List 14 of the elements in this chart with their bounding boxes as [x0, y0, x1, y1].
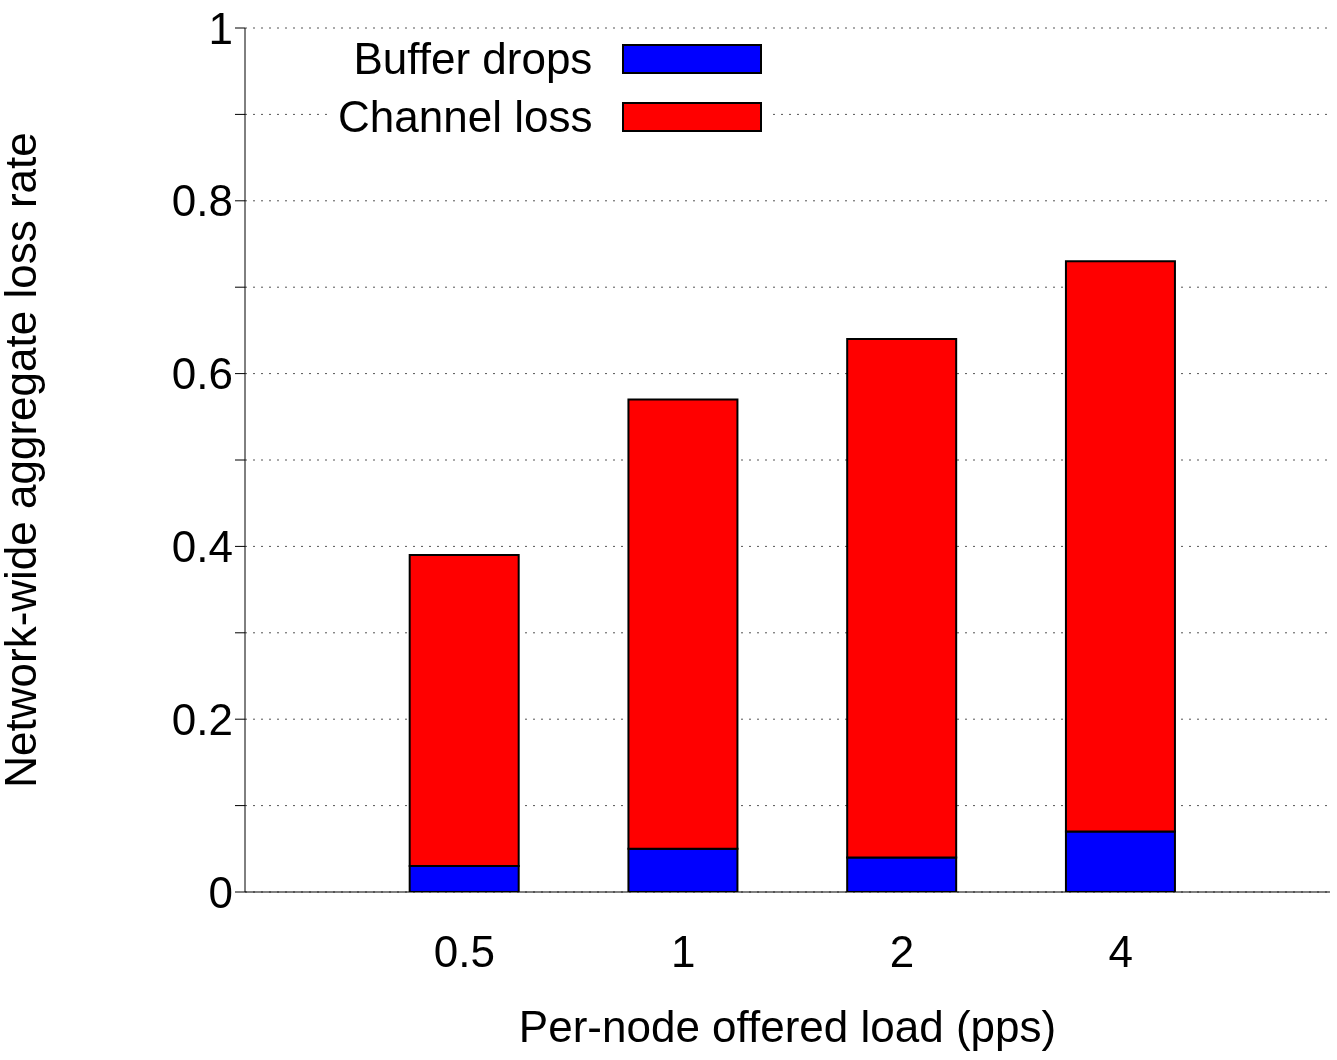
- y-axis-title: Network-wide aggregate loss rate: [0, 132, 45, 788]
- x-axis-title: Per-node offered load (pps): [518, 1002, 1057, 1051]
- x-tick-label: 2: [889, 927, 915, 977]
- y-tick-label: 0: [208, 867, 233, 917]
- x-tick-label: 0.5: [433, 927, 495, 977]
- legend-label: Buffer drops: [353, 34, 593, 84]
- legend-label: Channel loss: [338, 92, 593, 142]
- y-tick-label: 1: [208, 3, 233, 53]
- x-tick-label: 4: [1108, 927, 1133, 977]
- y-tick-label: 0.4: [171, 522, 233, 572]
- y-tick-label: 0.8: [171, 176, 233, 226]
- y-tick-label: 0.6: [171, 349, 233, 399]
- y-tick-label: 0.2: [171, 694, 233, 744]
- x-tick-label: 1: [670, 927, 696, 977]
